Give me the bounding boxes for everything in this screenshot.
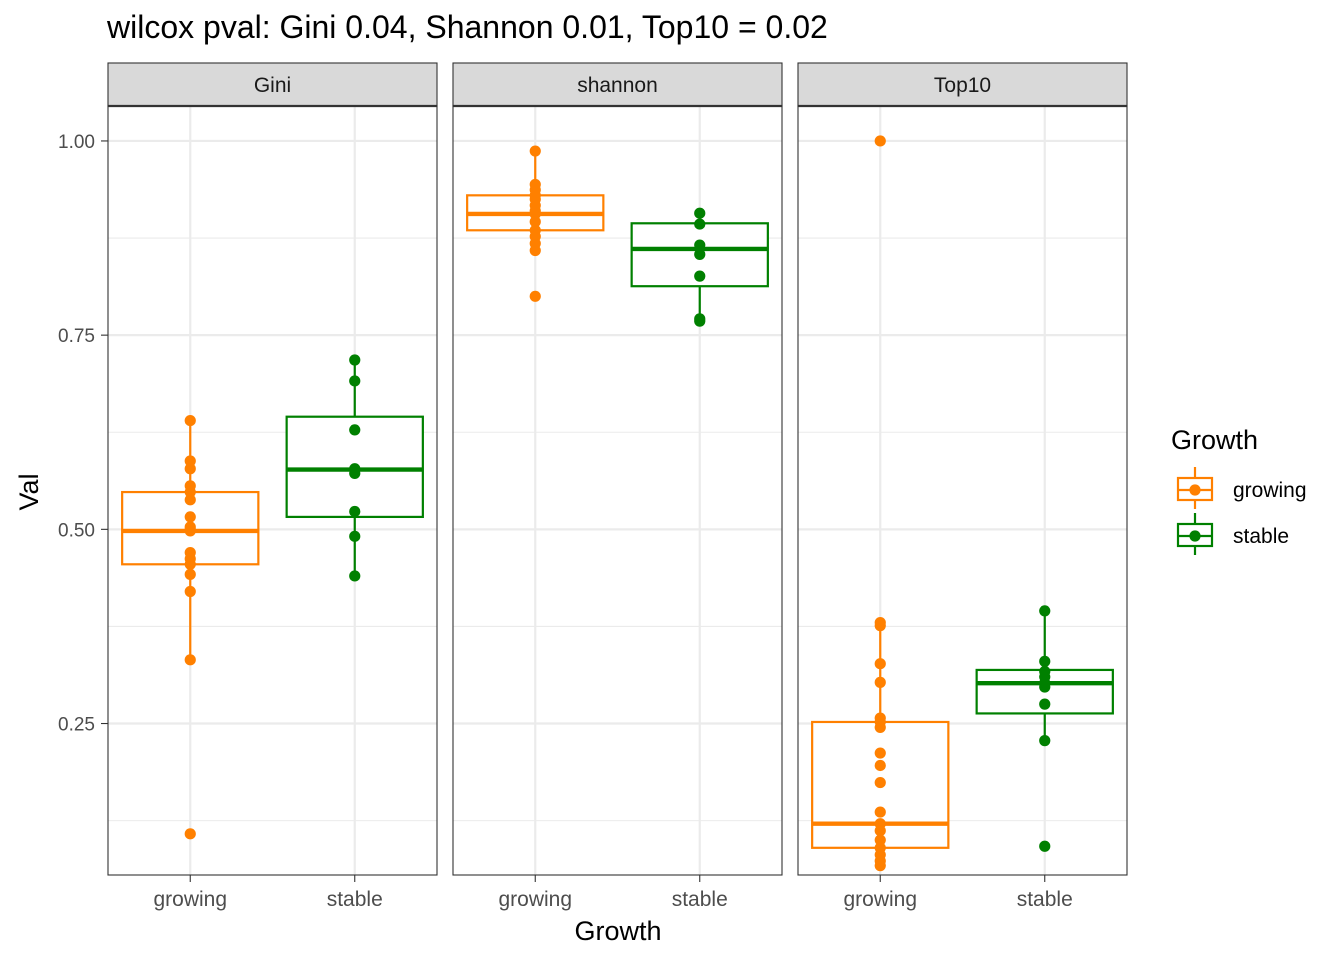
data-point [874,135,886,147]
data-point [529,216,541,228]
y-tick-label: 1.00 [58,132,95,153]
data-point [349,530,361,542]
facet-panel-gini: Gini growing stable [107,62,438,911]
data-point [184,463,196,475]
facet-panel-shannon: shannon growing stable [452,62,783,911]
data-point [694,270,706,282]
data-point [184,480,196,492]
box-top10-growing [811,135,950,872]
box-gini-growing [121,414,260,840]
data-point [184,494,196,506]
y-tick-label: 0.75 [58,326,95,347]
data-point [874,759,886,772]
legend-label: stable [1233,525,1289,548]
box-top10-stable [975,605,1114,852]
data-point [1039,735,1051,747]
data-point [874,712,886,724]
legend-key-point [1189,484,1201,496]
y-tick-label: 0.50 [58,520,95,541]
data-point [874,747,886,759]
x-tick-label: growing [843,888,917,911]
data-point [1039,698,1051,710]
data-point [1039,840,1051,852]
data-point [184,521,196,533]
y-axis-title: Val [14,473,44,510]
box-shannon-stable [630,207,769,327]
legend-label: growing [1233,479,1307,502]
x-tick-label: stable [1017,888,1073,911]
facet-strip-label: Top10 [934,74,991,97]
box-shannon-growing [466,145,605,302]
data-point [529,290,541,302]
chart-title: wilcox pval: Gini 0.04, Shannon 0.01, To… [106,9,828,45]
data-point [874,818,886,830]
data-point [874,806,886,818]
facet-strip-label: Gini [254,74,291,97]
data-point [349,375,361,387]
facet-panel-top10: Top10 growing stable [797,62,1128,911]
data-point [349,354,361,366]
data-point [184,654,196,666]
data-point [874,658,886,670]
box-gini-stable [285,354,424,582]
facet-strip [797,62,1128,107]
data-point [694,248,706,260]
x-tick-label: growing [498,888,572,911]
x-tick-label: stable [327,888,383,911]
data-point [1039,655,1051,667]
data-point [184,828,196,840]
data-point [184,568,196,580]
data-point [349,505,361,518]
y-axis: 0.25 0.50 0.75 1.00 [58,132,108,736]
legend-entry-stable: stable [1176,513,1289,555]
data-point [694,218,706,230]
legend-title: Growth [1171,425,1258,455]
data-point [349,463,361,475]
data-point [874,616,886,629]
y-tick-label: 0.25 [58,715,95,736]
data-point [874,776,886,789]
data-point [349,424,361,436]
data-point [694,239,706,251]
data-point [529,224,541,236]
data-point [694,207,706,219]
data-point [694,313,706,325]
x-axis-title: Growth [574,916,661,946]
x-tick-label: stable [672,888,728,911]
data-point [529,178,541,191]
data-point [874,834,886,846]
data-point [184,455,196,467]
facet-strip [107,62,438,107]
data-point [874,842,886,854]
data-point [529,145,541,157]
data-point [349,570,361,582]
legend-key-point [1189,530,1201,542]
data-point [1039,665,1051,678]
data-point [184,511,196,523]
x-tick-label: growing [153,888,227,911]
data-point [1039,605,1051,617]
data-point [184,585,196,598]
legend: Growth growing stable [1171,425,1307,555]
facet-strip-label: shannon [577,74,658,97]
legend-entry-growing: growing [1176,467,1307,509]
data-point [874,676,886,688]
data-point [184,547,196,559]
data-point [184,414,196,427]
